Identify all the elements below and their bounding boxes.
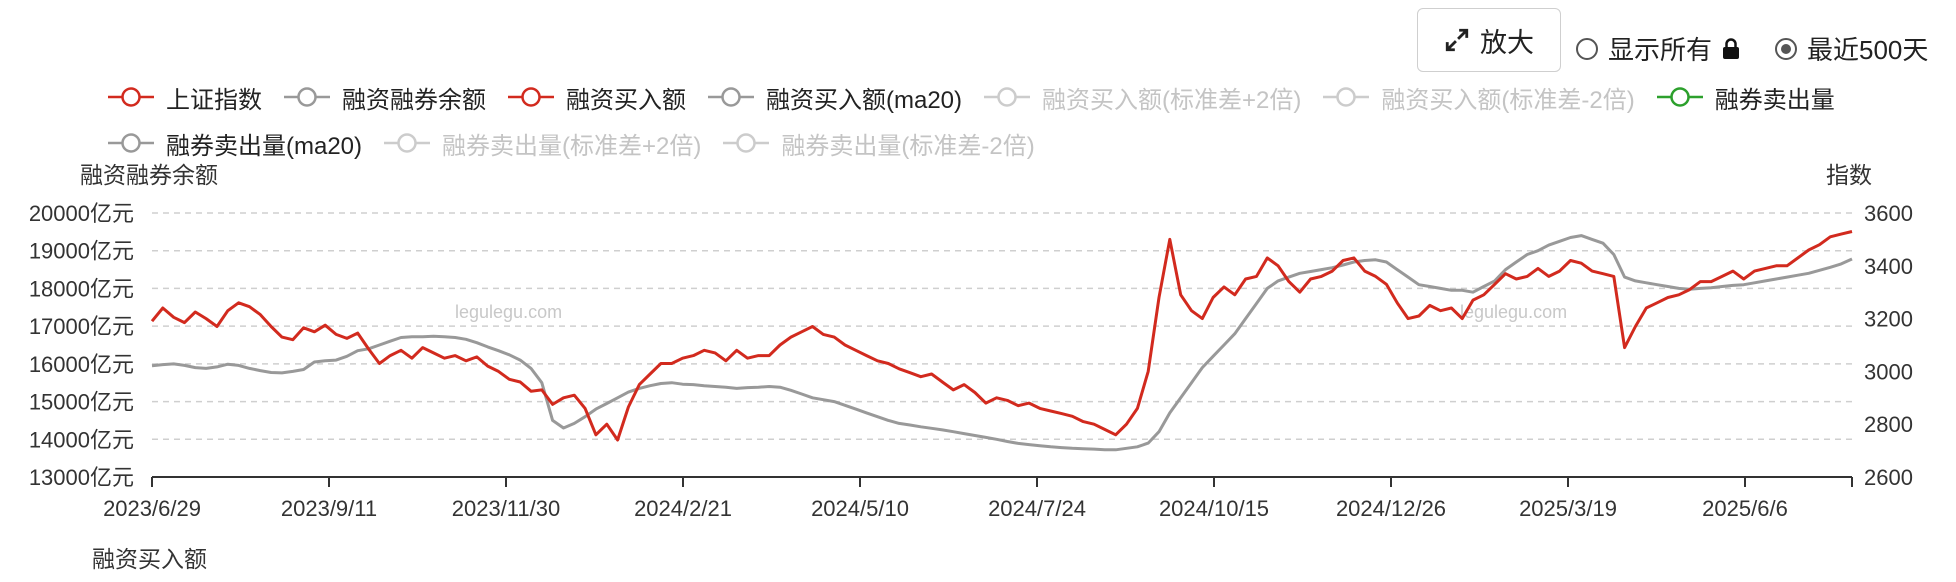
right-tick-label: 3000 [1864,359,1913,384]
legend-item[interactable]: 融资买入额(标准差-2倍) [1323,80,1635,115]
legend-item[interactable]: 融券卖出量(标准差+2倍) [384,126,701,161]
expand-icon [1445,28,1469,52]
legend-label: 融资买入额 [566,86,686,114]
x-tick-label: 2024/7/24 [988,496,1086,521]
x-tick-label: 2024/5/10 [811,496,909,521]
legend-line-circle-icon [284,87,330,107]
legend-row: 上证指数 融资融券余额 融资买入额 融资买入额(ma20) 融资买入额(标准差+2倍) 融… [108,74,1908,120]
next-chart-title: 融资买入额 [92,546,207,572]
show-all-label: 显示所有 [1608,35,1713,65]
legend-line-circle-icon [1656,87,1703,107]
left-tick-label: 16000亿元 [29,352,134,377]
series-line-sse-index [150,230,1853,442]
x-tick-label: 2023/9/11 [281,496,377,521]
radio-circle [1576,37,1598,60]
right-tick-label: 3200 [1864,307,1913,332]
x-tick-label: 2024/2/21 [634,496,732,521]
left-tick-label: 17000亿元 [29,314,134,339]
left-tick-label: 20000亿元 [29,201,134,226]
x-tick-label: 2024/12/26 [1336,496,1446,521]
left-tick-label: 13000亿元 [29,465,134,490]
left-tick-label: 18000亿元 [29,276,134,301]
left-axis-title: 融资融券余额 [80,162,218,188]
legend-item[interactable]: 上证指数 [108,80,262,115]
x-tick-label: 2025/6/6 [1702,496,1788,521]
legend-line-circle-icon [108,133,154,153]
legend-line-circle-icon [384,133,431,153]
left-tick-label: 14000亿元 [29,427,134,452]
right-tick-label: 3400 [1864,254,1913,279]
radio-circle-selected [1775,37,1797,60]
x-tick-label: 2024/10/15 [1159,496,1269,521]
legend-line-circle-icon [508,87,554,107]
x-tick-label: 2023/11/30 [452,496,560,521]
legend-line-circle-icon [984,87,1031,107]
legend-label: 上证指数 [166,86,262,114]
legend-label: 融资买入额(ma20) [766,86,963,114]
legend-line-circle-icon [1323,87,1370,107]
recent-500-label: 最近500天 [1807,35,1929,65]
zoom-label: 放大 [1480,27,1534,58]
legend-item[interactable]: 融券卖出量(标准差-2倍) [723,126,1035,161]
left-tick-label: 19000亿元 [29,239,134,264]
right-tick-label: 2800 [1864,412,1913,437]
legend-item[interactable]: 融券卖出量(ma20) [108,126,362,161]
legend-label: 融券卖出量(ma20) [166,132,363,160]
legend-line-circle-icon [108,87,154,107]
legend-item[interactable]: 融资买入额 [508,80,686,115]
show-all-radio[interactable]: 显示所有 [1576,30,1740,67]
left-tick-label: 15000亿元 [29,390,134,415]
right-axis-title: 指数 [1826,162,1872,188]
legend-item[interactable]: 融资买入额(ma20) [708,80,962,115]
series-line-margin-balance [151,234,1853,452]
right-tick-label: 3600 [1864,201,1913,226]
legend-line-circle-icon [723,133,770,153]
zoom-button[interactable]: 放大 [1417,8,1561,72]
legend-row: 融券卖出量(ma20) 融券卖出量(标准差+2倍) 融券卖出量(标准差-2倍) [108,120,1908,166]
x-tick-label: 2023/6/29 [103,496,201,521]
lock-icon [1723,37,1740,59]
legend-item[interactable]: 融券卖出量 [1656,80,1835,115]
recent-500-radio[interactable]: 最近500天 [1775,30,1928,67]
watermark: legulegu.com [455,302,562,322]
legend: 上证指数 融资融券余额 融资买入额 融资买入额(ma20) 融资买入额(标准差+2倍) 融… [108,74,1908,166]
legend-label: 融券卖出量(标准差-2倍) [781,132,1035,160]
right-tick-label: 2600 [1864,465,1913,490]
watermark: legulegu.com [1460,302,1567,322]
legend-label: 融资买入额(标准差-2倍) [1381,86,1635,114]
legend-line-circle-icon [708,87,754,107]
legend-item[interactable]: 融资买入额(标准差+2倍) [984,80,1301,115]
legend-label: 融券卖出量 [1714,86,1835,114]
x-tick-label: 2025/3/19 [1519,496,1617,521]
legend-label: 融资买入额(标准差+2倍) [1042,86,1302,114]
legend-label: 融资融券余额 [342,86,486,114]
legend-label: 融券卖出量(标准差+2倍) [442,132,702,160]
legend-item[interactable]: 融资融券余额 [284,80,486,115]
